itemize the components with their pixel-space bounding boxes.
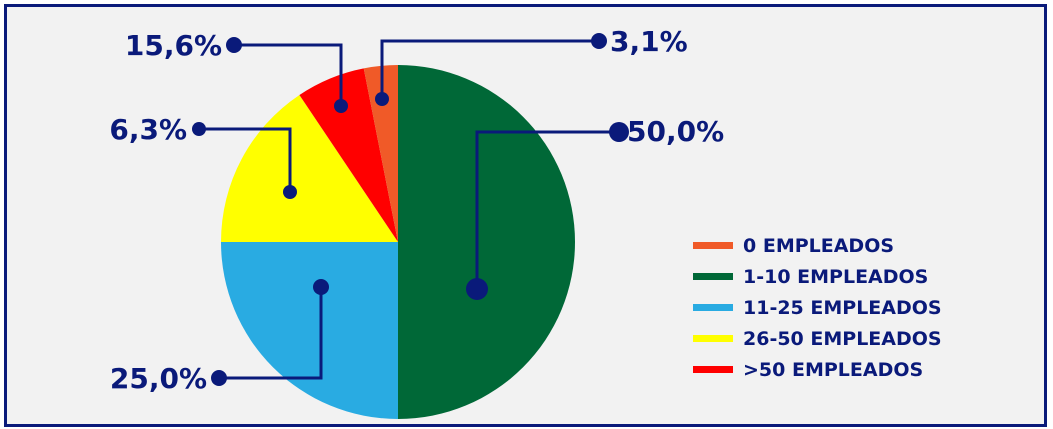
- leader-dot-inner-11-25-empleados: [313, 279, 329, 295]
- leader-dot-inner-1-10-empleados: [466, 278, 488, 300]
- legend: 0 EMPLEADOS 1-10 EMPLEADOS 11-25 EMPLEADOS…: [693, 235, 942, 381]
- leader-dot-outer-over-50-empleados: [226, 37, 242, 53]
- pie-chart: 3,1% 50,0% 25,0% 6,3% 15,6% 0 EMPLEADOS 1-10 …: [109, 25, 942, 419]
- legend-label-over-50-empleados: >50 EMPLEADOS: [743, 359, 923, 381]
- chart-frame: 3,1% 50,0% 25,0% 6,3% 15,6% 0 EMPLEADOS 1-10 …: [4, 4, 1047, 427]
- leader-dot-outer-1-10-empleados: [609, 122, 629, 142]
- pie-slice-0-empleados: [363, 65, 398, 242]
- leader-line-0-empleados: [380, 39, 599, 99]
- leader-dot-inner-26-50-empleados: [283, 185, 297, 199]
- legend-swatch-11-25-empleados: [693, 304, 733, 311]
- pie-slice-11-25-empleados: [221, 242, 398, 419]
- pie-slices: [221, 65, 575, 419]
- callouts: 3,1% 50,0% 25,0% 6,3% 15,6%: [109, 25, 724, 395]
- legend-label-1-10-empleados: 1-10 EMPLEADOS: [743, 266, 928, 288]
- pie-slice-1-10-empleados: [398, 65, 575, 419]
- leader-line-26-50-empleados: [199, 127, 292, 192]
- data-label-11-25-empleados: 25,0%: [110, 362, 207, 395]
- legend-label-11-25-empleados: 11-25 EMPLEADOS: [743, 297, 942, 319]
- leader-dot-outer-26-50-empleados: [192, 122, 206, 136]
- legend-swatch-1-10-empleados: [693, 273, 733, 280]
- legend-label-26-50-empleados: 26-50 EMPLEADOS: [743, 328, 942, 350]
- legend-swatch-0-empleados: [693, 242, 733, 249]
- leader-line-1-10-empleados: [475, 130, 619, 289]
- data-label-1-10-empleados: 50,0%: [627, 115, 724, 148]
- data-label-0-empleados: 3,1%: [610, 25, 688, 58]
- legend-label-0-empleados: 0 EMPLEADOS: [743, 235, 894, 257]
- legend-swatch-26-50-empleados: [693, 335, 733, 342]
- leader-line-11-25-empleados: [219, 287, 323, 380]
- leader-dot-outer-0-empleados: [591, 33, 607, 49]
- pie-slice-over-50-empleados: [299, 68, 398, 242]
- leader-dot-outer-11-25-empleados: [211, 370, 227, 386]
- pie-slice-26-50-empleados: [221, 94, 398, 242]
- data-label-over-50-empleados: 15,6%: [125, 29, 222, 62]
- legend-swatch-over-50-empleados: [693, 366, 733, 373]
- data-label-26-50-empleados: 6,3%: [109, 113, 187, 146]
- leader-dot-inner-over-50-empleados: [334, 99, 348, 113]
- leader-dot-inner-0-empleados: [375, 92, 389, 106]
- leader-line-over-50-empleados: [234, 43, 343, 106]
